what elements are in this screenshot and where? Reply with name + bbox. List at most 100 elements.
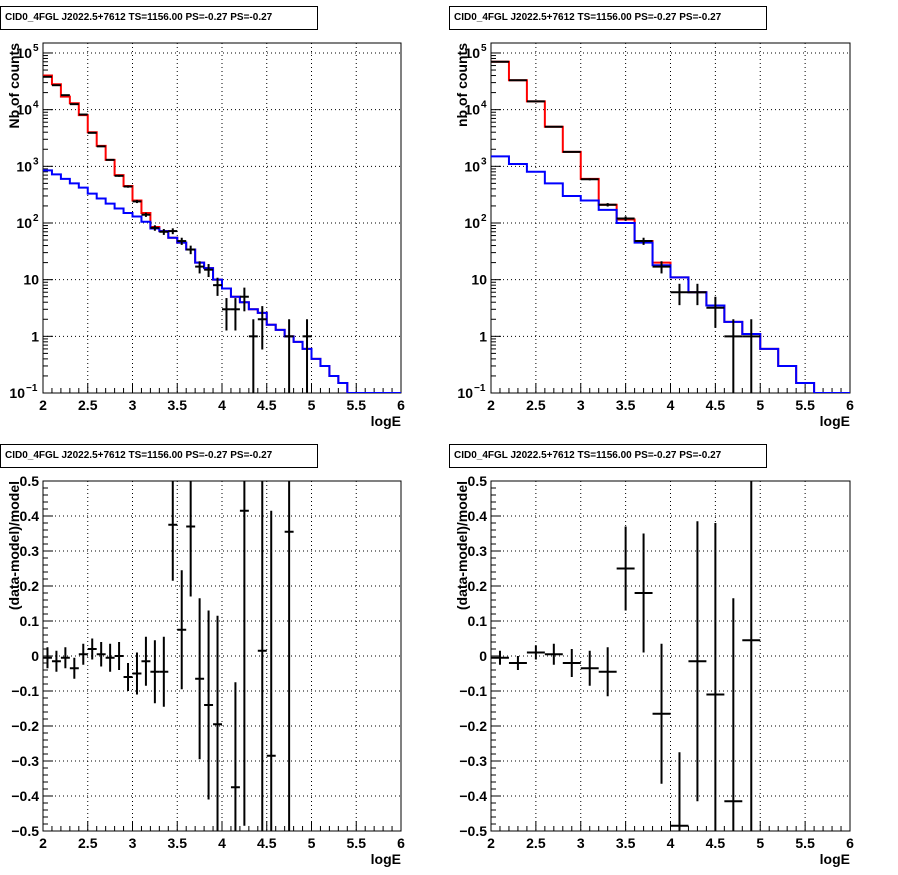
x-tick-label: 2 bbox=[39, 835, 47, 851]
x-tick-label: 5 bbox=[308, 835, 316, 851]
x-tick-label: 5 bbox=[756, 397, 764, 413]
x-tick-label: 5.5 bbox=[795, 397, 815, 413]
x-axis-label: logE bbox=[371, 413, 401, 429]
x-tick-label: 4.5 bbox=[257, 835, 277, 851]
y-tick-exponent: −1 bbox=[26, 383, 38, 394]
y-tick-label: −0.2 bbox=[459, 718, 487, 734]
x-tick-label: 3.5 bbox=[168, 397, 188, 413]
x-tick-label: 2 bbox=[39, 397, 47, 413]
x-tick-label: 6 bbox=[846, 397, 854, 413]
x-tick-label: 3 bbox=[129, 835, 137, 851]
y-tick-label: −0.1 bbox=[11, 683, 39, 699]
x-tick-label: 5 bbox=[756, 835, 764, 851]
y-tick-label: 10 bbox=[457, 385, 473, 401]
x-tick-label: 2.5 bbox=[526, 835, 546, 851]
y-tick-label: 0.4 bbox=[20, 508, 40, 524]
y-tick-label: 0.2 bbox=[20, 578, 40, 594]
x-tick-label: 4 bbox=[218, 835, 226, 851]
x-tick-label: 2.5 bbox=[78, 835, 98, 851]
y-tick-label: −0.1 bbox=[459, 683, 487, 699]
y-tick-label: 10 bbox=[16, 158, 32, 174]
y-tick-label: 0 bbox=[31, 648, 39, 664]
x-axis-label: logE bbox=[371, 851, 401, 867]
y-tick-label: 10 bbox=[16, 215, 32, 231]
x-tick-label: 3.5 bbox=[168, 835, 188, 851]
x-tick-label: 3.5 bbox=[616, 835, 636, 851]
chart-title: CID0_4FGL J2022.5+7612 TS=1156.00 PS=-0.… bbox=[449, 444, 767, 468]
y-tick-label: 10 bbox=[23, 272, 39, 288]
x-axis-label: logE bbox=[820, 851, 850, 867]
y-tick-exponent: 5 bbox=[33, 43, 39, 54]
y-tick-exponent: 4 bbox=[481, 100, 487, 111]
x-tick-label: 4.5 bbox=[257, 397, 277, 413]
x-tick-label: 4.5 bbox=[706, 397, 726, 413]
x-tick-label: 2.5 bbox=[78, 397, 98, 413]
x-tick-label: 3 bbox=[129, 397, 137, 413]
y-tick-label: 0.2 bbox=[468, 578, 488, 594]
model-component-line bbox=[43, 169, 401, 393]
x-axis-label: logE bbox=[820, 413, 850, 429]
chart-title: CID0_4FGL J2022.5+7612 TS=1156.00 PS=-0.… bbox=[449, 6, 767, 30]
y-tick-label: −0.5 bbox=[11, 823, 39, 839]
y-tick-label: 0.1 bbox=[468, 613, 488, 629]
y-tick-label: 10 bbox=[16, 45, 32, 61]
x-tick-label: 2.5 bbox=[526, 397, 546, 413]
y-tick-label: 10 bbox=[464, 102, 480, 118]
y-tick-label: 10 bbox=[16, 102, 32, 118]
x-tick-label: 2 bbox=[487, 397, 495, 413]
y-tick-label: −0.5 bbox=[459, 823, 487, 839]
y-tick-label: 1 bbox=[31, 328, 39, 344]
y-tick-label: −0.3 bbox=[459, 753, 487, 769]
y-tick-exponent: 3 bbox=[481, 156, 487, 167]
x-tick-label: 5.5 bbox=[347, 397, 367, 413]
chart-title: CID0_4FGL J2022.5+7612 TS=1156.00 PS=-0.… bbox=[0, 6, 318, 30]
chart-title: CID0_4FGL J2022.5+7612 TS=1156.00 PS=-0.… bbox=[0, 444, 318, 468]
y-tick-exponent: 3 bbox=[33, 156, 39, 167]
x-tick-label: 5.5 bbox=[795, 835, 815, 851]
model-component-line bbox=[491, 155, 850, 393]
y-axis-label: Nb of counts bbox=[6, 43, 22, 129]
x-tick-label: 3.5 bbox=[616, 397, 636, 413]
x-tick-label: 6 bbox=[397, 397, 405, 413]
y-tick-label: 0.1 bbox=[20, 613, 40, 629]
x-tick-label: 5 bbox=[308, 397, 316, 413]
y-tick-label: 10 bbox=[471, 272, 487, 288]
x-tick-label: 4 bbox=[218, 397, 226, 413]
y-tick-label: 0.4 bbox=[468, 508, 488, 524]
plot-frame bbox=[42, 480, 402, 832]
x-tick-label: 4 bbox=[667, 397, 675, 413]
x-tick-label: 3 bbox=[577, 397, 585, 413]
x-tick-label: 6 bbox=[846, 835, 854, 851]
y-tick-label: −0.3 bbox=[11, 753, 39, 769]
x-tick-label: 5.5 bbox=[347, 835, 367, 851]
x-tick-label: 6 bbox=[397, 835, 405, 851]
y-tick-label: −0.4 bbox=[11, 788, 39, 804]
y-axis-label: nb of counts bbox=[454, 43, 470, 127]
y-tick-exponent: 5 bbox=[481, 43, 487, 54]
x-tick-label: 3 bbox=[577, 835, 585, 851]
y-tick-label: −0.2 bbox=[11, 718, 39, 734]
y-tick-exponent: 2 bbox=[481, 213, 487, 224]
y-axis-label: (data-model)/model bbox=[454, 481, 470, 610]
y-tick-exponent: 4 bbox=[33, 100, 39, 111]
plot-frame bbox=[42, 42, 402, 394]
x-tick-label: 4 bbox=[667, 835, 675, 851]
y-axis-label: (data-model)/model bbox=[6, 481, 22, 610]
y-tick-label: 0.3 bbox=[468, 543, 488, 559]
y-tick-label: 0.5 bbox=[468, 473, 488, 489]
y-tick-label: 0 bbox=[479, 648, 487, 664]
y-tick-label: −0.4 bbox=[459, 788, 487, 804]
y-tick-exponent: 2 bbox=[33, 213, 39, 224]
y-tick-label: 10 bbox=[464, 158, 480, 174]
x-tick-label: 4.5 bbox=[706, 835, 726, 851]
y-tick-label: 0.5 bbox=[20, 473, 40, 489]
plot-frame bbox=[490, 42, 851, 394]
y-tick-label: 0.3 bbox=[20, 543, 40, 559]
y-tick-label: 10 bbox=[9, 385, 25, 401]
y-tick-label: 1 bbox=[479, 328, 487, 344]
y-tick-label: 10 bbox=[464, 215, 480, 231]
y-tick-exponent: −1 bbox=[474, 383, 486, 394]
y-tick-label: 10 bbox=[464, 45, 480, 61]
plot-frame bbox=[490, 480, 851, 832]
